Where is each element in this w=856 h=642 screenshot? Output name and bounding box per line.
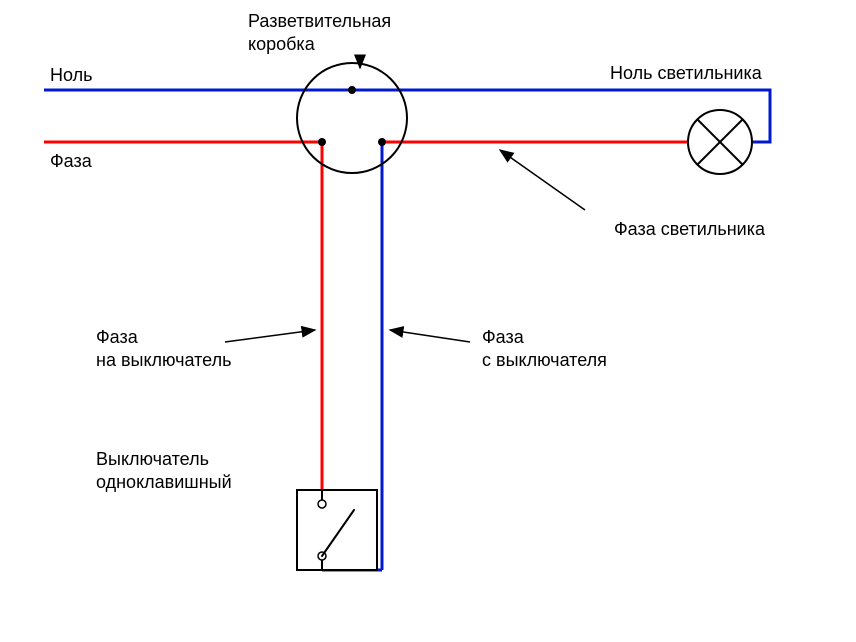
label-lamp-phase: Фаза светильника	[614, 218, 765, 241]
junction-dot-2	[378, 138, 386, 146]
label-phase-from-switch: Фаза с выключателя	[482, 326, 607, 371]
arrow-0	[225, 330, 315, 342]
arrow-1	[390, 330, 470, 342]
label-arrows	[225, 55, 585, 342]
junction-dot-0	[348, 86, 356, 94]
label-junction-box: Разветвительная коробка	[248, 10, 391, 55]
junction-dot-1	[318, 138, 326, 146]
label-phase: Фаза	[50, 150, 92, 173]
label-phase-to-switch: Фаза на выключатель	[96, 326, 231, 371]
label-lamp-neutral: Ноль светильника	[610, 62, 762, 85]
junction-dots	[318, 86, 386, 146]
label-neutral: Ноль	[50, 64, 93, 87]
lamp-icon	[688, 110, 752, 174]
wiring-diagram	[0, 0, 856, 642]
junction-box	[297, 63, 407, 173]
label-switch: Выключатель одноклавишный	[96, 448, 232, 493]
arrow-2	[500, 150, 585, 210]
switch-icon	[297, 490, 377, 570]
